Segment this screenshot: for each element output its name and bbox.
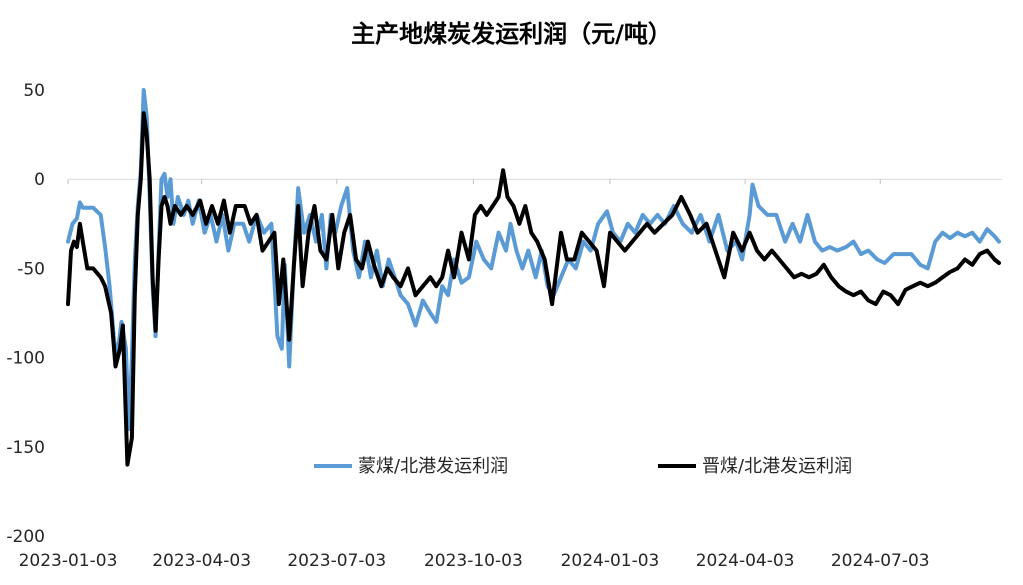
x-tick-label: 2023-07-03: [287, 551, 386, 571]
x-tick-label: 2023-04-03: [152, 551, 251, 571]
x-tick-label: 2024-04-03: [696, 551, 795, 571]
series-line-1: [66, 88, 1001, 431]
x-tick-label: 2024-07-03: [831, 551, 930, 571]
y-tick-label: -150: [6, 438, 45, 458]
x-tick-label: 2024-01-03: [561, 551, 660, 571]
y-axis: 50 0 -50 -100 -150 -200: [6, 81, 45, 547]
x-axis: 2023-01-03 2023-04-03 2023-07-03 2023-10-03…: [19, 179, 930, 571]
y-tick-label: -200: [6, 527, 45, 547]
chart-title: 主产地煤炭发运利润（元/吨）: [351, 20, 672, 48]
y-tick-label: 0: [34, 170, 45, 190]
y-tick-label: -100: [6, 349, 45, 369]
x-tick-label: 2023-10-03: [424, 551, 523, 571]
y-tick-label: 50: [23, 81, 45, 101]
legend: 蒙煤/北港发运利润 晋煤/北港发运利润: [314, 456, 852, 477]
series-layer: [66, 88, 1001, 467]
legend-label-1: 蒙煤/北港发运利润: [358, 456, 508, 477]
x-tick-label: 2023-01-03: [19, 551, 118, 571]
y-tick-label: -50: [17, 259, 45, 279]
series-line-2: [66, 111, 1001, 467]
legend-label-2: 晋煤/北港发运利润: [702, 456, 852, 477]
